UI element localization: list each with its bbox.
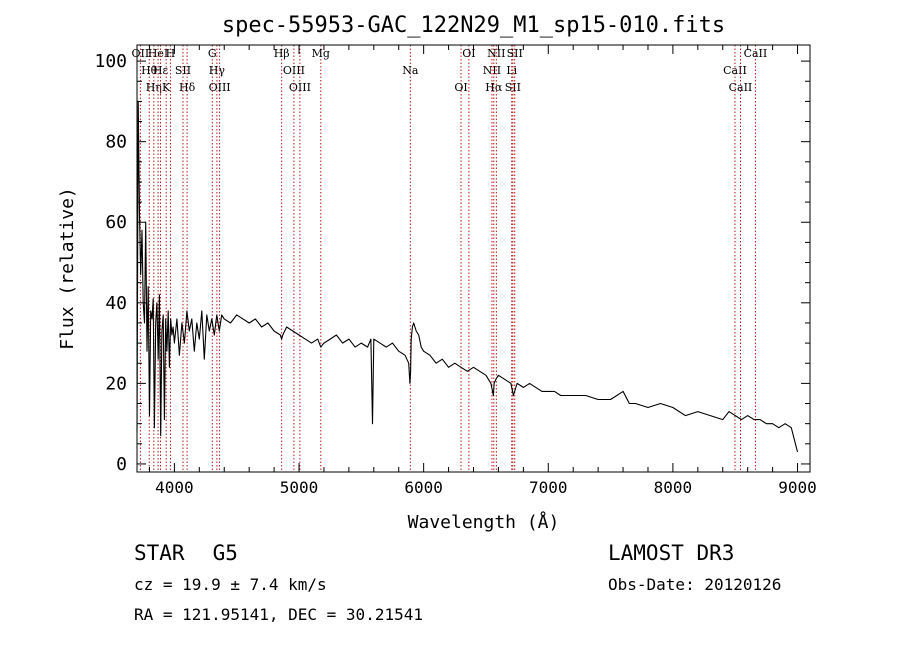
spectral-subclass: G5 (212, 541, 238, 565)
line-marker-label: SII (505, 81, 521, 94)
line-marker-label: Hβ (274, 47, 290, 60)
line-marker-label: G (208, 47, 217, 60)
x-tick-label: 5000 (280, 478, 319, 497)
y-axis-label: Flux (relative) (57, 187, 78, 350)
line-marker-label: OIII (283, 64, 305, 77)
x-tick-label: 8000 (654, 478, 693, 497)
x-tick-label: 4000 (155, 478, 194, 497)
x-tick-label: 9000 (778, 478, 817, 497)
y-tick-label: 80 (105, 132, 127, 153)
x-tick-label: 7000 (529, 478, 568, 497)
line-marker-label: SII (175, 64, 191, 77)
line-marker-label: Na (402, 64, 419, 77)
line-marker-label: K (162, 81, 171, 94)
x-tick-label: 6000 (404, 478, 443, 497)
y-tick-label: 20 (105, 373, 127, 394)
survey-label: LAMOST DR3 (608, 541, 735, 565)
y-tick-label: 0 (116, 454, 127, 475)
line-marker-label: NII (483, 64, 501, 77)
line-marker-label: SII (507, 47, 523, 60)
line-marker-label: Li (506, 64, 517, 77)
line-marker-label: Hα (485, 81, 503, 94)
line-marker-label: Hγ (209, 64, 226, 77)
plot-frame (136, 44, 811, 473)
y-tick-label: 100 (94, 51, 127, 72)
spectrum-line (136, 100, 799, 453)
line-marker-label: NII (487, 47, 505, 60)
y-tick-label: 60 (105, 212, 127, 233)
line-marker-label: CaII (744, 47, 768, 60)
line-marker-label: OIII (289, 81, 311, 94)
coordinates-label: RA = 121.95141, DEC = 30.21541 (134, 605, 423, 624)
line-marker-label: Mg (312, 47, 330, 60)
line-marker-label: OII (132, 47, 150, 60)
line-marker-label: OI (454, 81, 467, 94)
line-marker-label: HeI (148, 47, 168, 60)
line-marker-label: OIII (209, 81, 231, 94)
y-tick-label: 40 (105, 293, 127, 314)
line-marker-label: CaII (729, 81, 753, 94)
obs-date-label: Obs-Date: 20120126 (608, 575, 782, 594)
object-class-label: STAR G5 (134, 541, 238, 565)
line-marker-label: Hη (146, 81, 162, 94)
chart-title: spec-55953-GAC_122N29_M1_sp15-010.fits (222, 13, 725, 38)
line-marker-label: Hε (153, 64, 169, 77)
redshift-label: cz = 19.9 ± 7.4 km/s (134, 575, 327, 594)
line-marker-label: Hδ (179, 81, 196, 94)
line-marker-label: CaII (723, 64, 747, 77)
x-axis-label: Wavelength (Å) (408, 511, 560, 533)
object-class: STAR (134, 541, 185, 565)
line-marker-label: OI (462, 47, 475, 60)
line-marker-label: H (166, 47, 176, 60)
